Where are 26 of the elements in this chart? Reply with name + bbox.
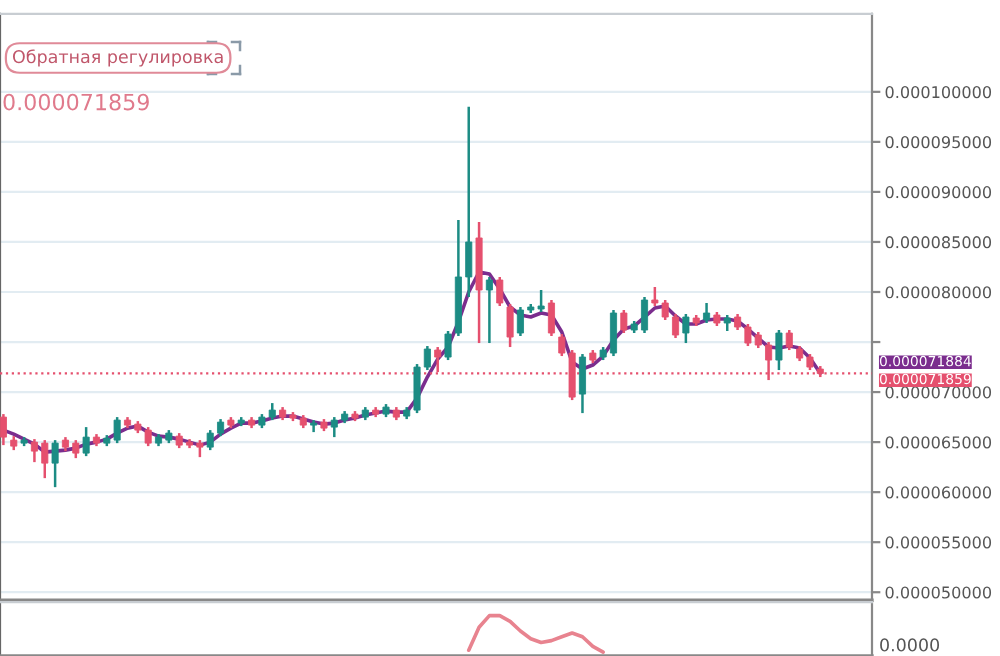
y-tick-label: 0.000065000 — [885, 436, 992, 449]
candlestick — [0, 412, 7, 447]
y-tick-label: 0.000085000 — [885, 236, 992, 249]
y-tick-label: 0.000055000 — [885, 536, 992, 549]
candlestick — [785, 328, 793, 352]
y-tick-label: 0.000095000 — [885, 136, 992, 149]
text: 0.0000 — [880, 638, 940, 652]
candlestick — [547, 298, 555, 338]
candlestick — [775, 328, 783, 372]
annotation: 0.000071859 — [3, 93, 149, 111]
y-tick-label: 0.000080000 — [885, 286, 992, 299]
candlestick — [682, 312, 690, 345]
candlestick — [51, 438, 59, 489]
y-tick-label: 0.000070000 — [885, 386, 992, 399]
candlestick — [485, 275, 493, 345]
candlestick — [578, 352, 586, 415]
candlestick — [82, 425, 90, 458]
y-tick-label: 0.000090000 — [885, 186, 992, 199]
candlestick — [496, 275, 504, 308]
y-tick-label: 0.000050000 — [885, 586, 992, 599]
candlestick — [703, 301, 711, 325]
candlestick — [506, 302, 514, 349]
candlestick — [620, 308, 628, 335]
annotation: Обратная регулировка — [12, 49, 223, 67]
y-tick-label: 0.000100000 — [885, 86, 992, 99]
y-tick-label: 0.000060000 — [885, 486, 992, 499]
